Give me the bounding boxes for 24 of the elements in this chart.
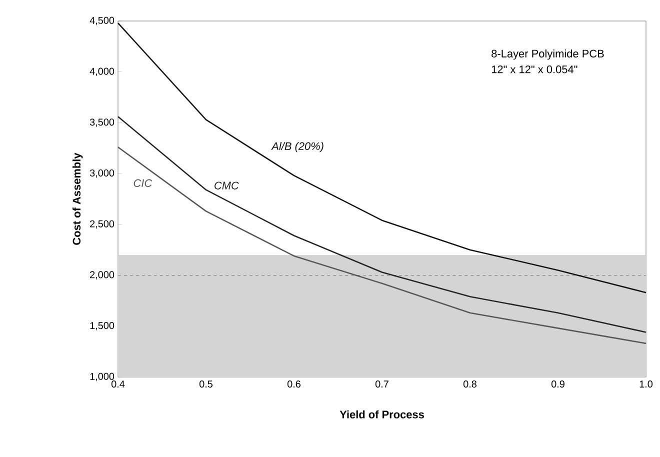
y-tick-label: 2,000	[90, 271, 114, 280]
x-tick-label: 0.9	[551, 380, 564, 388]
y-tick-label: 1,000	[90, 372, 114, 382]
x-axis-title: Yield of Process	[340, 410, 424, 418]
series-label: Al/B (20%)	[271, 142, 324, 152]
line-series	[117, 22, 647, 294]
annotation: 12" x 12" x 0.054"	[492, 65, 578, 74]
x-tick-label: 0.8	[463, 380, 476, 388]
x-tick-label: 1.0	[640, 380, 653, 388]
y-tick-label: 1,500	[90, 322, 114, 330]
series-label: CIC	[134, 179, 152, 187]
y-tick-label: 3,000	[90, 169, 114, 178]
line-series	[117, 116, 647, 333]
annotation: 8-Layer Polyimide PCB	[492, 49, 604, 60]
series-label: CMC	[214, 182, 239, 190]
y-tick-label: 4,500	[90, 16, 114, 26]
x-tick-label: 0.4	[111, 380, 125, 388]
y-axis-title: Cost of Assembly	[72, 152, 83, 245]
x-tick-label: 0.7	[375, 380, 388, 388]
x-tick-label: 0.5	[199, 380, 213, 388]
y-tick-label: 3,500	[90, 118, 114, 127]
y-tick-label: 4,000	[90, 68, 114, 76]
y-tick-label: 2,500	[90, 220, 114, 229]
x-tick-label: 0.6	[287, 380, 300, 388]
